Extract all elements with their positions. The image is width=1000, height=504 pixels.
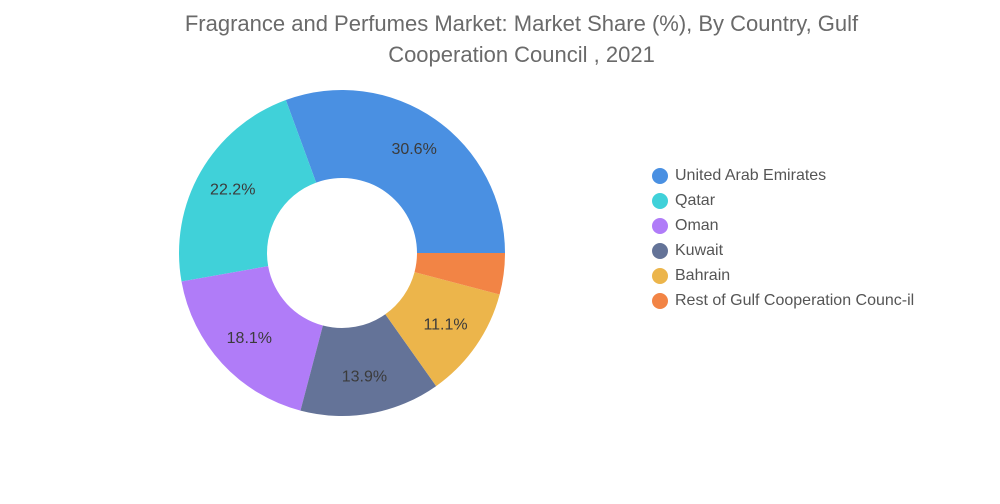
legend-swatch (652, 268, 668, 284)
legend-item-qatar[interactable]: Qatar (652, 191, 932, 211)
legend-swatch (652, 193, 668, 209)
legend-label: Rest of Gulf Cooperation Counc-il (675, 292, 915, 309)
legend-swatch (652, 243, 668, 259)
legend-swatch (652, 168, 668, 184)
legend-item-kuwait[interactable]: Kuwait (652, 241, 932, 261)
data-label-bahrain: 11.1% (423, 316, 467, 333)
legend-item-rest-of-gcc[interactable]: Rest of Gulf Cooperation Counc-il (652, 291, 932, 311)
chart-legend: United Arab Emirates Qatar Oman Kuwait B… (652, 166, 932, 316)
slice-united-arab-emirates[interactable] (285, 90, 505, 253)
legend-label: Kuwait (675, 242, 724, 259)
chart-title-line-2: Cooperation Council , 2021 (388, 42, 655, 67)
slice-rest-of-gulf-cooperation-council[interactable] (414, 253, 505, 295)
legend-item-oman[interactable]: Oman (652, 216, 932, 236)
chart-title: Fragrance and Perfumes Market: Market Sh… (100, 8, 943, 70)
data-label-oman: 18.1% (227, 330, 272, 347)
legend-swatch (652, 218, 668, 234)
legend-label: Oman (675, 217, 719, 234)
chart-title-line-1: Fragrance and Perfumes Market: Market Sh… (184, 11, 859, 36)
slice-qatar[interactable] (178, 99, 317, 282)
legend-label: Bahrain (675, 267, 731, 284)
legend-label: United Arab Emirates (675, 167, 827, 184)
legend-item-united-arab-emirates[interactable]: United Arab Emirates (652, 166, 932, 186)
data-label-united-arab-emirates: 30.6% (391, 141, 436, 158)
legend-swatch (652, 293, 668, 309)
data-label-kuwait: 13.9% (342, 368, 387, 385)
data-label-qatar: 22.2% (210, 182, 255, 199)
slice-bahrain[interactable] (385, 272, 500, 387)
legend-item-bahrain[interactable]: Bahrain (652, 266, 932, 286)
slice-oman[interactable] (181, 266, 323, 411)
slice-kuwait[interactable] (300, 314, 437, 416)
legend-label: Qatar (675, 192, 716, 209)
